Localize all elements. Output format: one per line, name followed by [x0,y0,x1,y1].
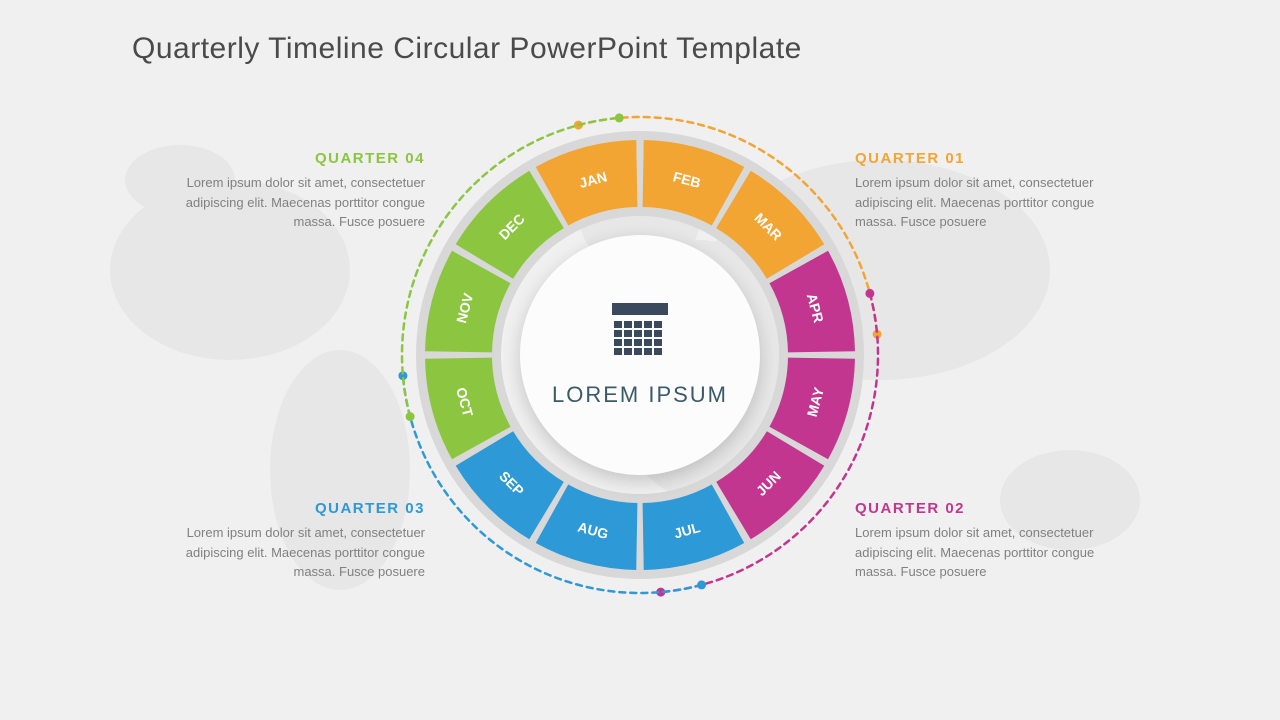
quarter-body: Lorem ipsum dolor sit amet, consectetuer… [145,523,425,582]
quarter-body: Lorem ipsum dolor sit amet, consectetuer… [855,523,1135,582]
quarter-callout-q4: QUARTER 04 Lorem ipsum dolor sit amet, c… [145,150,425,232]
quarter-body: Lorem ipsum dolor sit amet, consectetuer… [855,173,1135,232]
calendar-icon [608,303,672,368]
arc-endpoint-dot [406,412,415,421]
quarter-title: QUARTER 03 [145,500,425,517]
quarter-title: QUARTER 02 [855,500,1135,517]
circular-timeline-diagram: JANFEBMARAPRMAYJUNJULAUGSEPOCTNOVDEC LOR… [395,110,885,600]
arc-endpoint-dot [615,113,624,122]
center-label: LOREM IPSUM [552,382,728,408]
page-title: Quarterly Timeline Circular PowerPoint T… [132,32,802,66]
center-circle: LOREM IPSUM [520,235,760,475]
quarter-title: QUARTER 04 [145,150,425,167]
quarter-callout-q1: QUARTER 01 Lorem ipsum dolor sit amet, c… [855,150,1135,232]
quarter-title: QUARTER 01 [855,150,1135,167]
arc-endpoint-dot [697,580,706,589]
quarter-callout-q3: QUARTER 03 Lorem ipsum dolor sit amet, c… [145,500,425,582]
quarter-body: Lorem ipsum dolor sit amet, consectetuer… [145,173,425,232]
arc-endpoint-dot [865,289,874,298]
quarter-callout-q2: QUARTER 02 Lorem ipsum dolor sit amet, c… [855,500,1135,582]
